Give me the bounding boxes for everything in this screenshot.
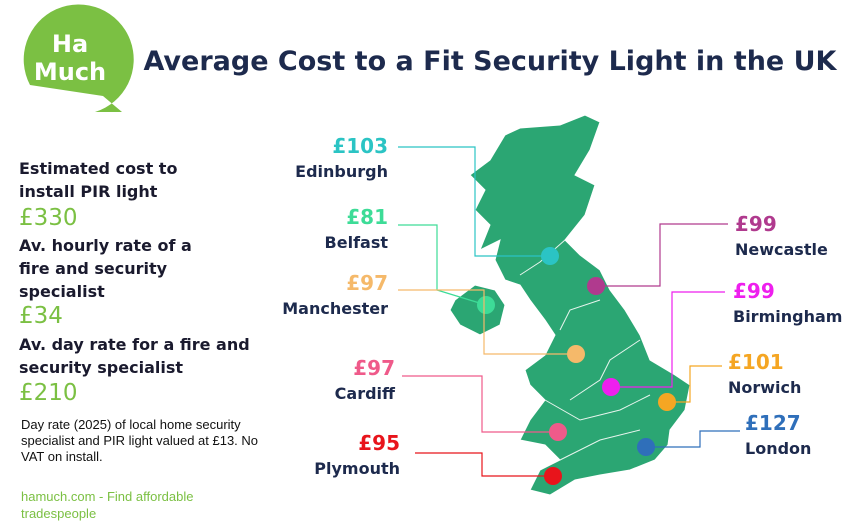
leader-line <box>611 291 725 388</box>
map <box>449 114 691 496</box>
city-name: Belfast <box>325 233 389 252</box>
pins: £103 Edinburgh £81 Belfast £97 Manchester £97 C… <box>282 134 842 485</box>
note: Day rate (2025) of local home security s… <box>21 417 259 464</box>
city-pin <box>587 277 605 295</box>
northern-ireland <box>449 284 506 336</box>
logo-text: Ha <box>52 30 88 58</box>
stat-label: Av. hourly rate of a fire and security s… <box>19 236 192 301</box>
leader-line <box>398 146 550 257</box>
city-name: Newcastle <box>735 240 828 259</box>
city-price: £101 <box>728 350 784 374</box>
footer: hamuch.com - Find affordable tradespeopl… <box>21 489 194 521</box>
city-name: Birmingham <box>733 307 842 326</box>
city-pin <box>602 378 620 396</box>
logo-bubble <box>23 4 134 112</box>
leader-line <box>667 365 722 403</box>
stat-value: £330 <box>19 205 78 231</box>
city-pin <box>544 467 562 485</box>
city-price: £97 <box>353 356 395 380</box>
great-britain <box>469 114 691 496</box>
city-pin <box>477 296 495 314</box>
city-name: Plymouth <box>314 459 400 478</box>
leader-line <box>596 223 728 287</box>
city-name: Manchester <box>282 299 388 318</box>
logo-text: Much <box>34 58 106 86</box>
city-pin <box>658 393 676 411</box>
city-price: £99 <box>733 279 775 303</box>
city-price: £97 <box>346 271 388 295</box>
stat-value: £34 <box>19 303 63 329</box>
city-price: £99 <box>735 212 777 236</box>
leader-line <box>402 375 558 433</box>
city-pin <box>549 423 567 441</box>
leader-line <box>398 224 487 306</box>
city-price: £103 <box>332 134 388 158</box>
leader-line <box>398 289 576 355</box>
city-name: Norwich <box>728 378 801 397</box>
leader-line <box>415 452 553 477</box>
city-name: Cardiff <box>335 384 396 403</box>
region-borders <box>519 239 651 461</box>
logo: Ha Much <box>23 4 134 112</box>
leader-line <box>646 430 740 448</box>
stat-label: Av. day rate for a fire and security spe… <box>19 335 250 377</box>
city-price: £81 <box>346 205 388 229</box>
stat-value: £210 <box>19 380 78 406</box>
city-price: £95 <box>358 431 400 455</box>
city-pin <box>541 247 559 265</box>
title: Average Cost to a Fit Security Light in … <box>144 46 838 77</box>
city-name: Edinburgh <box>295 162 388 181</box>
stat-label: Estimated cost to install PIR light <box>19 159 178 201</box>
city-price: £127 <box>745 411 801 435</box>
city-name: London <box>745 439 811 458</box>
city-pin <box>567 345 585 363</box>
city-pin <box>637 438 655 456</box>
